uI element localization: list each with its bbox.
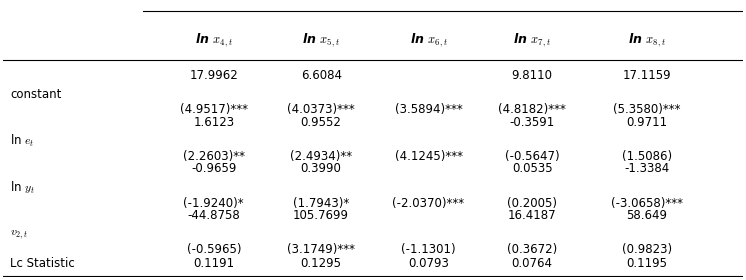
Text: 17.9962: 17.9962 [189,69,238,82]
Text: ln $e_{t}$: ln $e_{t}$ [10,133,35,149]
Text: -0.9659: -0.9659 [191,162,236,175]
Text: (-3.0658)***: (-3.0658)*** [611,197,683,210]
Text: 0.0793: 0.0793 [408,257,449,270]
Text: 105.7699: 105.7699 [293,209,349,222]
Text: (5.3580)***: (5.3580)*** [613,103,680,116]
Text: 0.1295: 0.1295 [301,257,342,270]
Text: constant: constant [10,88,62,101]
Text: 1.6123: 1.6123 [193,116,234,129]
Text: 0.9552: 0.9552 [301,116,342,129]
Text: 0.1195: 0.1195 [627,257,668,270]
Text: (0.9823): (0.9823) [622,243,672,256]
Text: 0.9711: 0.9711 [627,116,668,129]
Text: (2.4934)**: (2.4934)** [290,150,352,163]
Text: (-1.1301): (-1.1301) [401,243,456,256]
Text: (4.0373)***: (4.0373)*** [287,103,355,116]
Text: 9.8110: 9.8110 [512,69,553,82]
Text: 24.7317: 24.7317 [0,279,1,280]
Text: -1.3384: -1.3384 [624,162,670,175]
Text: 6.9095: 6.9095 [0,279,1,280]
Text: (4.1245)***: (4.1245)*** [395,150,463,163]
Text: (-0.5965): (-0.5965) [186,243,241,256]
Text: (4.9517)***: (4.9517)*** [180,103,248,116]
Text: -0.3591: -0.3591 [510,116,555,129]
Text: -1.8797: -1.8797 [0,279,1,280]
Text: (0.2005): (0.2005) [507,197,557,210]
Text: ln $x_{7,t}$: ln $x_{7,t}$ [513,31,551,49]
Text: (0.3672): (0.3672) [507,243,557,256]
Text: 58.649: 58.649 [627,209,668,222]
Text: (-2.0370)***: (-2.0370)*** [392,197,465,210]
Text: (3.5894)***: (3.5894)*** [395,103,463,116]
Text: 16.4187: 16.4187 [508,209,557,222]
Text: ln $y_{t}$: ln $y_{t}$ [10,180,35,196]
Text: ln $x_{4,t}$: ln $x_{4,t}$ [195,31,233,49]
Text: 0.0535: 0.0535 [512,162,553,175]
Text: (3.1749)***: (3.1749)*** [287,243,355,256]
Text: -44.8758: -44.8758 [187,209,240,222]
Text: 6.6084: 6.6084 [301,69,342,82]
Text: 0.0764: 0.0764 [512,257,553,270]
Text: (2.2603)**: (2.2603)** [183,150,245,163]
Text: (4.8182)***: (4.8182)*** [498,103,566,116]
Text: Lc Statistic: Lc Statistic [10,257,75,270]
Text: 17.1159: 17.1159 [623,69,671,82]
Text: (1.7943)*: (1.7943)* [293,197,349,210]
Text: ln $x_{5,t}$: ln $x_{5,t}$ [302,31,340,49]
Text: (1.5086): (1.5086) [622,150,672,163]
Text: 0.3990: 0.3990 [301,162,342,175]
Text: 0.1191: 0.1191 [193,257,234,270]
Text: (-0.5647): (-0.5647) [505,150,560,163]
Text: ln $x_{8,t}$: ln $x_{8,t}$ [628,31,666,49]
Text: -184.7573: -184.7573 [0,279,1,280]
Text: (-1.9240)*: (-1.9240)* [184,197,244,210]
Text: ln $x_{6,t}$: ln $x_{6,t}$ [410,31,448,49]
Text: $v_{2,t}$: $v_{2,t}$ [10,228,28,241]
